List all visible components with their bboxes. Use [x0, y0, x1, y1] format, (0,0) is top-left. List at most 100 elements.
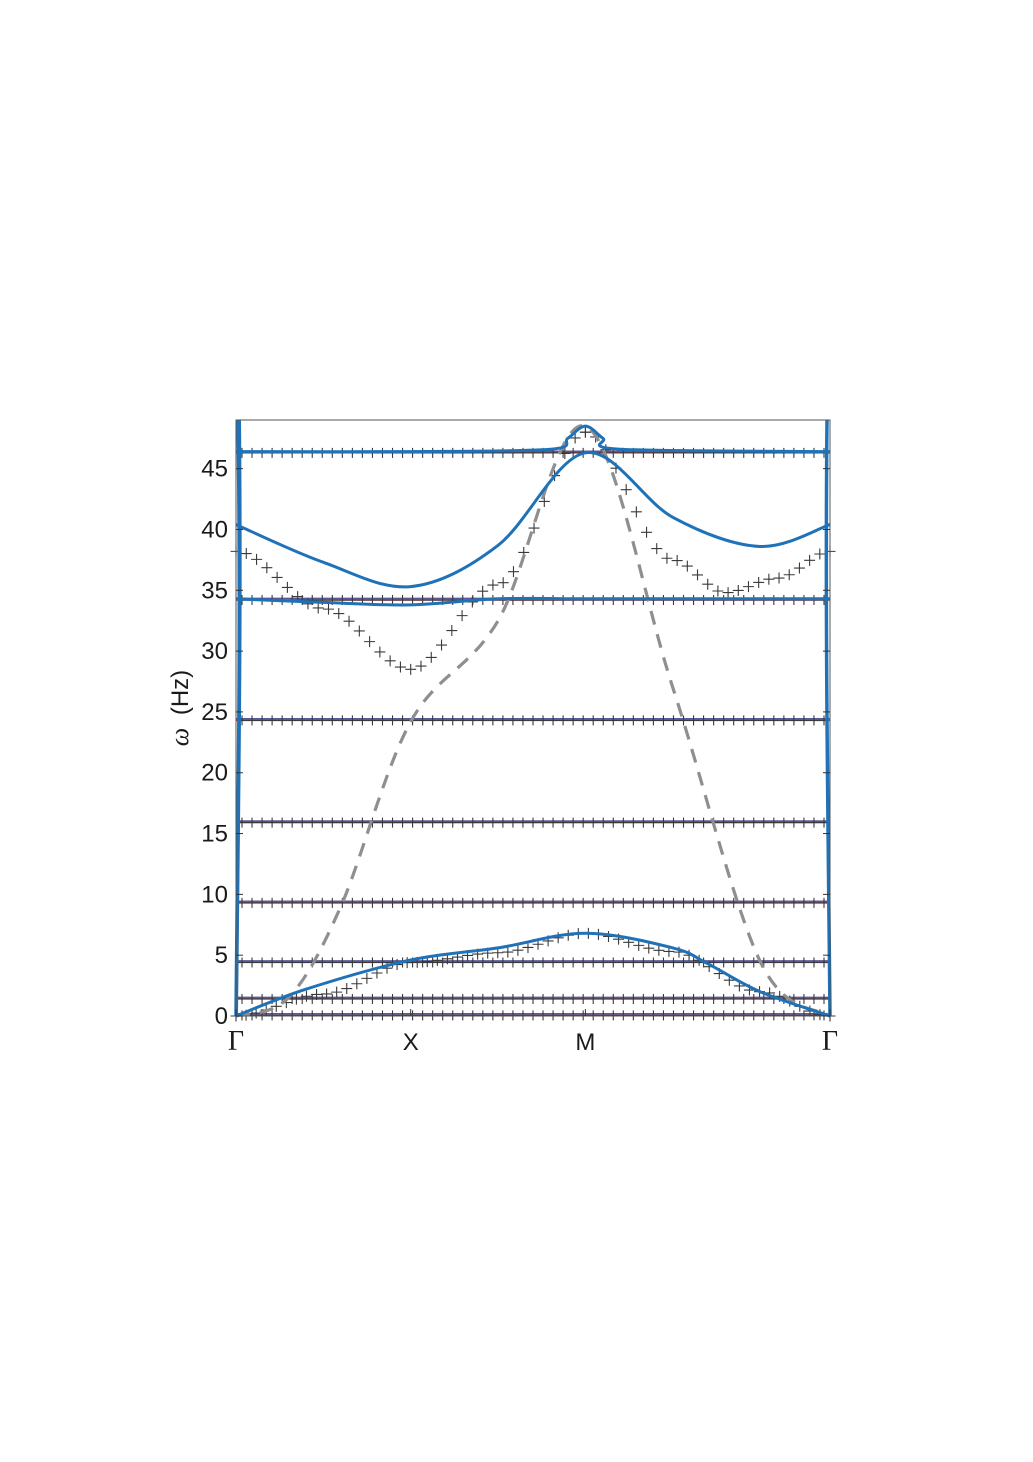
flat-band-marker [317, 715, 328, 726]
marker-point [384, 655, 396, 667]
flat-band-marker [457, 447, 468, 458]
flat-band-marker [658, 957, 669, 968]
flat-band-marker [628, 897, 639, 908]
flat-band-marker [247, 957, 258, 968]
flat-band-marker [718, 447, 729, 458]
marker-point [661, 552, 673, 564]
flat-band-marker [698, 1010, 709, 1021]
flat-band-marker [477, 993, 488, 1004]
flat-band-marker [447, 817, 458, 828]
flat-band-marker [417, 993, 428, 1004]
flat-band-marker [347, 817, 358, 828]
flat-band-marker [548, 817, 559, 828]
flat-band-marker [768, 715, 779, 726]
x-tick-label: Γ [228, 1026, 244, 1057]
flat-band-marker [387, 1010, 398, 1021]
flat-band-marker [417, 1010, 428, 1021]
flat-band-marker [307, 715, 318, 726]
marker-point [341, 983, 353, 995]
flat-band-marker [578, 1010, 589, 1021]
flat-band-marker [728, 993, 739, 1004]
flat-band-marker [568, 715, 579, 726]
marker-point [312, 602, 324, 614]
flat-band-marker [337, 1010, 348, 1021]
flat-band-marker [257, 817, 268, 828]
flat-band-marker [397, 1010, 408, 1021]
flat-band-marker [678, 897, 689, 908]
marker-point [507, 566, 519, 578]
flat-band-marker [307, 993, 318, 1004]
marker-point [405, 663, 417, 675]
flat-band-marker [347, 993, 358, 1004]
flat-band-marker [507, 715, 518, 726]
flat-band-marker [568, 957, 579, 968]
y-tick-label: 20 [201, 760, 228, 787]
flat-band-marker [588, 957, 599, 968]
marker-point [742, 581, 754, 593]
flat-band-marker [758, 993, 769, 1004]
flat-band-marker [748, 897, 759, 908]
flat-band-marker [618, 993, 629, 1004]
flat-band-marker [247, 897, 258, 908]
flat-band-marker [628, 817, 639, 828]
flat-band-marker [487, 715, 498, 726]
y-tick-label: 0 [215, 1003, 228, 1030]
flat-band-marker [317, 817, 328, 828]
marker-point [394, 661, 406, 673]
flat-band-marker [548, 993, 559, 1004]
flat-band-marker [608, 897, 619, 908]
flat-band-marker [447, 993, 458, 1004]
flat-band-marker [367, 897, 378, 908]
flat-band-marker [538, 897, 549, 908]
flat-band-marker [407, 897, 418, 908]
marker-point [497, 577, 509, 589]
flat-band-marker [417, 817, 428, 828]
flat-band-marker [718, 1010, 729, 1021]
flat-band-marker [297, 1010, 308, 1021]
flat-band-marker [638, 897, 649, 908]
flat-band-marker [738, 817, 749, 828]
marker-point [436, 639, 448, 651]
flat-band-3 [236, 897, 830, 908]
y-axis-label-symbol: ω [165, 728, 194, 746]
flat-band-marker [257, 993, 268, 1004]
flat-band-marker [528, 993, 538, 1004]
flat-band-marker [658, 817, 669, 828]
flat-band-marker [748, 715, 759, 726]
flat-band-marker [267, 957, 278, 968]
flat-band-marker [578, 957, 589, 968]
flat-band-marker [367, 993, 378, 1004]
flat-band-marker [517, 897, 528, 908]
flat-band-marker [297, 957, 308, 968]
flat-band-marker [397, 993, 408, 1004]
flat-band-marker [407, 1010, 418, 1021]
marker-point [773, 572, 785, 584]
flat-band-marker [668, 715, 679, 726]
flat-band-marker [718, 957, 729, 968]
marker-point [753, 576, 765, 588]
flat-band-marker [447, 1010, 458, 1021]
flat-band-marker [467, 817, 478, 828]
flat-band-marker [497, 715, 508, 726]
flat-band-marker [598, 1010, 609, 1021]
flat-band-marker [748, 817, 759, 828]
flat-band-marker [357, 993, 368, 1004]
flat-band-marker [337, 957, 348, 968]
flat-band-marker [718, 897, 729, 908]
marker-point [331, 986, 343, 998]
y-tick-label: 10 [201, 881, 228, 908]
flat-band-marker [427, 1010, 438, 1021]
flat-band-marker [658, 715, 669, 726]
flat-band-marker [718, 817, 729, 828]
flat-band-marker [307, 817, 318, 828]
flat-band-marker [477, 447, 488, 458]
flat-band-marker [738, 897, 749, 908]
flat-band-marker [437, 897, 448, 908]
flat-band-marker [297, 715, 308, 726]
marker-point [528, 522, 540, 534]
y-axis-label-unit: (Hz) [167, 670, 194, 715]
flat-band-marker [658, 993, 669, 1004]
flat-band-marker [538, 715, 549, 726]
marker-point [722, 587, 734, 599]
flat-band-marker [688, 993, 699, 1004]
